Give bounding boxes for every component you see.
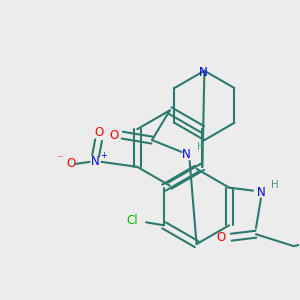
Text: H: H bbox=[197, 142, 204, 152]
Text: N: N bbox=[91, 155, 100, 168]
Text: O: O bbox=[66, 158, 76, 170]
Text: H: H bbox=[271, 180, 279, 190]
Text: +: + bbox=[100, 152, 107, 160]
Text: N: N bbox=[182, 148, 191, 161]
Text: O: O bbox=[94, 126, 103, 139]
Text: N: N bbox=[199, 66, 208, 79]
Text: ⁻: ⁻ bbox=[57, 154, 62, 164]
Text: O: O bbox=[217, 231, 226, 244]
Text: Cl: Cl bbox=[126, 214, 138, 227]
Text: N: N bbox=[256, 186, 265, 199]
Text: O: O bbox=[110, 129, 119, 142]
